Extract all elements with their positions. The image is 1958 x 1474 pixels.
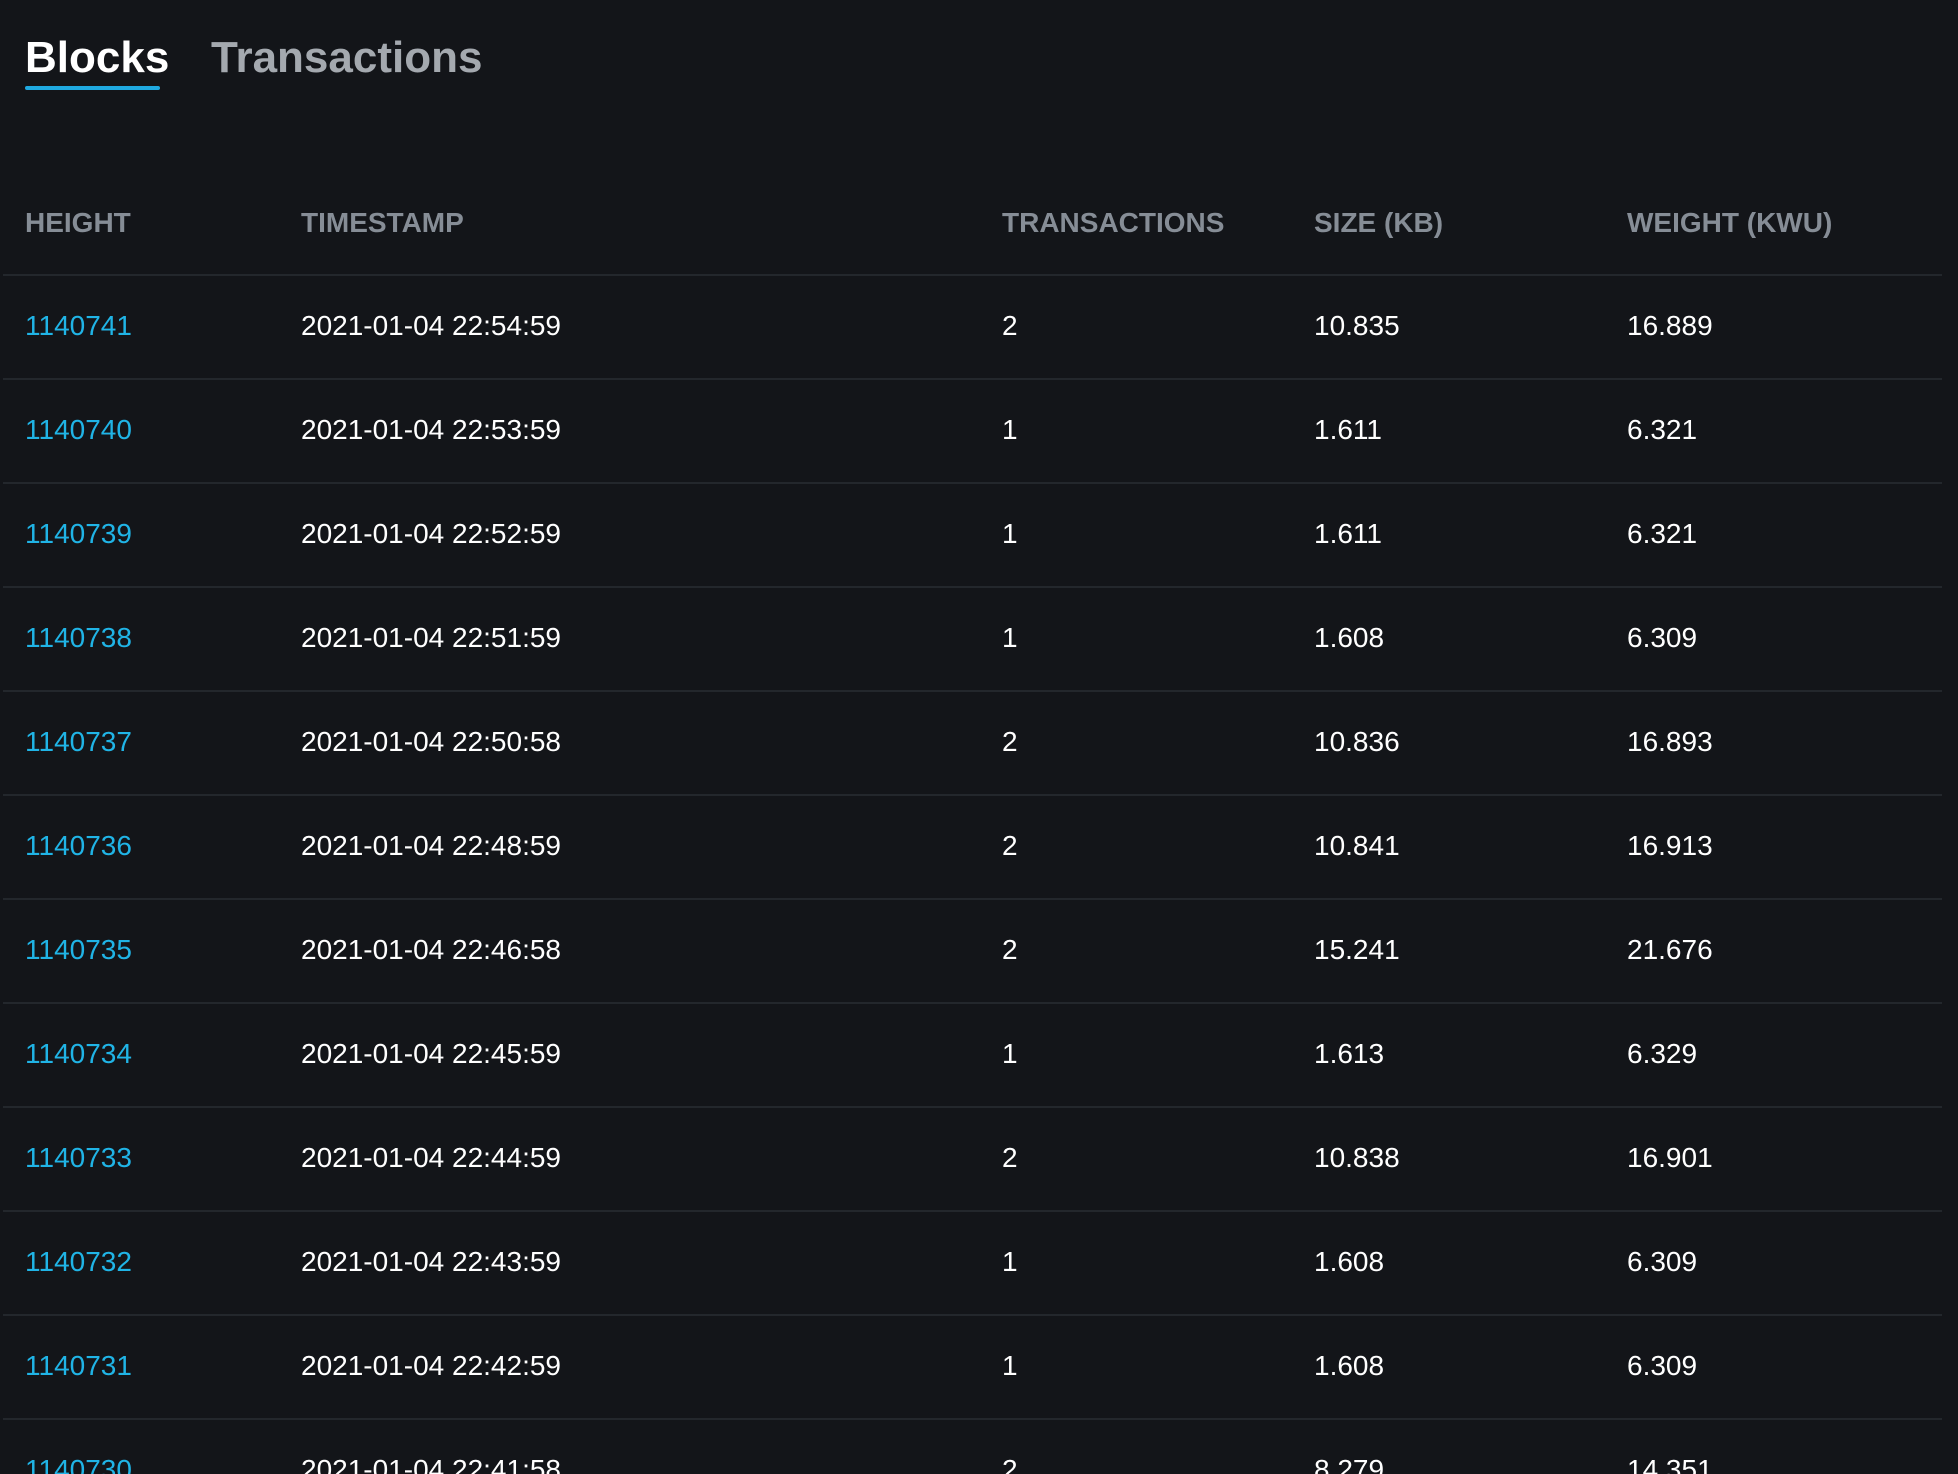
height-cell[interactable]: 1140733 bbox=[25, 1142, 132, 1173]
column-header: TIMESTAMP bbox=[301, 207, 464, 238]
weight-cell: 6.309 bbox=[1627, 1350, 1698, 1381]
timestamp-cell: 2021-01-04 22:42:59 bbox=[301, 1350, 561, 1381]
row-divider bbox=[3, 482, 1942, 484]
timestamp-cell: 2021-01-04 22:44:59 bbox=[301, 1142, 561, 1173]
transactions-cell: 2 bbox=[1002, 934, 1018, 965]
height-cell[interactable]: 1140732 bbox=[25, 1246, 132, 1277]
height-cell[interactable]: 1140737 bbox=[25, 726, 132, 757]
weight-cell: 21.676 bbox=[1627, 934, 1713, 965]
weight-cell: 14.351 bbox=[1627, 1454, 1713, 1474]
transactions-cell: 2 bbox=[1002, 1142, 1018, 1173]
timestamp-cell: 2021-01-04 22:51:59 bbox=[301, 622, 561, 653]
column-header: TRANSACTIONS bbox=[1002, 207, 1225, 238]
transactions-cell: 1 bbox=[1002, 518, 1018, 549]
size-cell: 1.611 bbox=[1314, 518, 1382, 549]
tab-blocks[interactable]: Blocks bbox=[25, 33, 170, 82]
row-divider bbox=[3, 1418, 1942, 1420]
timestamp-cell: 2021-01-04 22:54:59 bbox=[301, 310, 561, 341]
size-cell: 10.835 bbox=[1314, 310, 1400, 341]
weight-cell: 16.913 bbox=[1627, 830, 1713, 861]
row-divider bbox=[3, 690, 1942, 692]
size-cell: 1.608 bbox=[1314, 1246, 1385, 1277]
height-cell[interactable]: 1140731 bbox=[25, 1350, 132, 1381]
transactions-cell: 2 bbox=[1002, 830, 1018, 861]
column-header: HEIGHT bbox=[25, 207, 131, 238]
timestamp-cell: 2021-01-04 22:45:59 bbox=[301, 1038, 561, 1069]
transactions-cell: 1 bbox=[1002, 1350, 1018, 1381]
row-divider bbox=[3, 274, 1942, 276]
row-divider bbox=[3, 794, 1942, 796]
tab-transactions[interactable]: Transactions bbox=[211, 33, 483, 82]
height-cell[interactable]: 1140741 bbox=[25, 310, 132, 341]
column-header: WEIGHT (KWU) bbox=[1627, 207, 1833, 238]
timestamp-cell: 2021-01-04 22:52:59 bbox=[301, 518, 561, 549]
size-cell: 10.841 bbox=[1314, 830, 1400, 861]
size-cell: 1.608 bbox=[1314, 1350, 1385, 1381]
size-cell: 8.279 bbox=[1314, 1454, 1385, 1474]
row-divider bbox=[3, 1106, 1942, 1108]
row-divider bbox=[3, 1002, 1942, 1004]
transactions-cell: 1 bbox=[1002, 414, 1018, 445]
size-cell: 1.613 bbox=[1314, 1038, 1385, 1069]
size-cell: 10.836 bbox=[1314, 726, 1400, 757]
row-divider bbox=[3, 586, 1942, 588]
weight-cell: 6.321 bbox=[1627, 518, 1698, 549]
timestamp-cell: 2021-01-04 22:43:59 bbox=[301, 1246, 561, 1277]
height-cell[interactable]: 1140736 bbox=[25, 830, 132, 861]
weight-cell: 16.893 bbox=[1627, 726, 1713, 757]
size-cell: 10.838 bbox=[1314, 1142, 1400, 1173]
height-cell[interactable]: 1140738 bbox=[25, 622, 132, 653]
height-cell[interactable]: 1140739 bbox=[25, 518, 132, 549]
row-divider bbox=[3, 1210, 1942, 1212]
size-cell: 15.241 bbox=[1314, 934, 1400, 965]
timestamp-cell: 2021-01-04 22:53:59 bbox=[301, 414, 561, 445]
timestamp-cell: 2021-01-04 22:50:58 bbox=[301, 726, 561, 757]
weight-cell: 16.901 bbox=[1627, 1142, 1713, 1173]
transactions-cell: 1 bbox=[1002, 1038, 1018, 1069]
timestamp-cell: 2021-01-04 22:41:58 bbox=[301, 1454, 561, 1474]
height-cell[interactable]: 1140734 bbox=[25, 1038, 132, 1069]
height-cell[interactable]: 1140740 bbox=[25, 414, 132, 445]
row-divider bbox=[3, 1314, 1942, 1316]
column-header: SIZE (KB) bbox=[1314, 207, 1444, 238]
active-tab-underline bbox=[25, 86, 160, 90]
row-divider bbox=[3, 378, 1942, 380]
transactions-cell: 2 bbox=[1002, 310, 1018, 341]
weight-cell: 6.309 bbox=[1627, 1246, 1698, 1277]
timestamp-cell: 2021-01-04 22:46:58 bbox=[301, 934, 561, 965]
transactions-cell: 1 bbox=[1002, 622, 1018, 653]
weight-cell: 6.309 bbox=[1627, 622, 1698, 653]
weight-cell: 6.329 bbox=[1627, 1038, 1698, 1069]
transactions-cell: 2 bbox=[1002, 1454, 1018, 1474]
size-cell: 1.611 bbox=[1314, 414, 1382, 445]
transactions-cell: 2 bbox=[1002, 726, 1018, 757]
height-cell[interactable]: 1140730 bbox=[25, 1454, 132, 1474]
height-cell[interactable]: 1140735 bbox=[25, 934, 132, 965]
weight-cell: 6.321 bbox=[1627, 414, 1698, 445]
row-divider bbox=[3, 898, 1942, 900]
size-cell: 1.608 bbox=[1314, 622, 1385, 653]
transactions-cell: 1 bbox=[1002, 1246, 1018, 1277]
timestamp-cell: 2021-01-04 22:48:59 bbox=[301, 830, 561, 861]
weight-cell: 16.889 bbox=[1627, 310, 1713, 341]
